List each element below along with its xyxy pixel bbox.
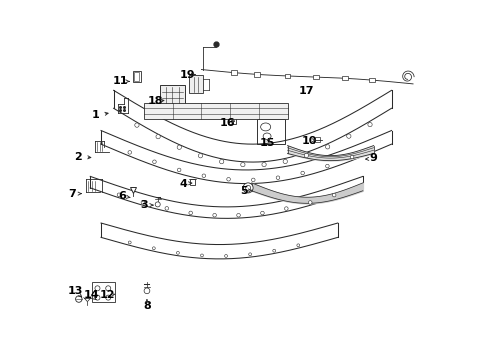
- Circle shape: [296, 244, 299, 247]
- Text: 5: 5: [240, 186, 248, 196]
- Circle shape: [325, 145, 329, 149]
- Circle shape: [152, 247, 155, 250]
- Circle shape: [95, 286, 100, 291]
- Text: 15: 15: [260, 139, 275, 148]
- Circle shape: [283, 159, 287, 163]
- Bar: [132, 71, 140, 82]
- Text: 9: 9: [369, 153, 377, 163]
- Circle shape: [262, 162, 265, 167]
- Circle shape: [144, 288, 149, 294]
- Circle shape: [155, 202, 160, 207]
- Text: 17: 17: [298, 86, 313, 96]
- Text: 19: 19: [179, 70, 195, 80]
- Circle shape: [128, 150, 131, 154]
- Circle shape: [308, 201, 311, 204]
- Ellipse shape: [263, 133, 270, 139]
- Circle shape: [276, 176, 279, 180]
- Circle shape: [177, 145, 181, 149]
- Circle shape: [260, 211, 264, 215]
- Circle shape: [117, 193, 121, 197]
- Circle shape: [245, 185, 250, 190]
- Circle shape: [177, 168, 181, 172]
- Bar: [188, 75, 203, 93]
- Bar: [313, 75, 319, 79]
- Bar: [144, 103, 287, 119]
- Circle shape: [188, 211, 192, 215]
- Circle shape: [135, 123, 139, 127]
- Text: 10: 10: [301, 136, 316, 145]
- Circle shape: [95, 295, 100, 300]
- Circle shape: [236, 213, 240, 217]
- Circle shape: [212, 213, 216, 217]
- Circle shape: [198, 154, 202, 158]
- Text: 4: 4: [179, 179, 187, 189]
- Circle shape: [349, 155, 353, 159]
- Text: 13: 13: [67, 286, 83, 296]
- Circle shape: [251, 178, 255, 182]
- Bar: [92, 282, 115, 302]
- Circle shape: [128, 241, 131, 244]
- Bar: [230, 71, 236, 75]
- Circle shape: [202, 174, 205, 177]
- Circle shape: [367, 122, 371, 127]
- Circle shape: [300, 171, 304, 175]
- Text: 7: 7: [68, 189, 75, 199]
- Circle shape: [325, 164, 328, 168]
- Ellipse shape: [260, 123, 270, 131]
- Text: 1: 1: [92, 111, 100, 121]
- Circle shape: [152, 160, 156, 163]
- Circle shape: [200, 254, 203, 257]
- Bar: [228, 117, 235, 125]
- Text: 16: 16: [219, 118, 235, 128]
- Text: 18: 18: [147, 96, 163, 106]
- Text: 12: 12: [100, 291, 115, 301]
- Text: 6: 6: [118, 191, 125, 201]
- Circle shape: [243, 183, 253, 193]
- Circle shape: [332, 193, 335, 197]
- Bar: [160, 85, 184, 105]
- Circle shape: [224, 255, 227, 257]
- Circle shape: [272, 249, 275, 252]
- Circle shape: [240, 162, 244, 167]
- Bar: [257, 119, 285, 144]
- Bar: [314, 137, 320, 142]
- Bar: [341, 76, 347, 80]
- Text: 14: 14: [83, 291, 99, 301]
- Circle shape: [164, 207, 168, 210]
- Circle shape: [346, 134, 350, 138]
- Circle shape: [141, 201, 144, 204]
- Bar: [189, 179, 195, 185]
- Text: 8: 8: [143, 301, 150, 311]
- Bar: [254, 72, 260, 77]
- Text: 2: 2: [74, 152, 82, 162]
- Bar: [134, 72, 139, 81]
- Circle shape: [304, 153, 308, 158]
- Bar: [368, 78, 374, 82]
- Bar: [284, 74, 290, 78]
- Text: 3: 3: [140, 200, 147, 210]
- Circle shape: [156, 135, 160, 139]
- Circle shape: [284, 207, 287, 210]
- Circle shape: [176, 251, 179, 254]
- Circle shape: [105, 286, 110, 291]
- Circle shape: [248, 253, 251, 256]
- Circle shape: [76, 296, 82, 302]
- Text: 11: 11: [113, 76, 128, 86]
- Circle shape: [226, 177, 230, 181]
- Circle shape: [105, 295, 110, 300]
- Circle shape: [219, 159, 224, 164]
